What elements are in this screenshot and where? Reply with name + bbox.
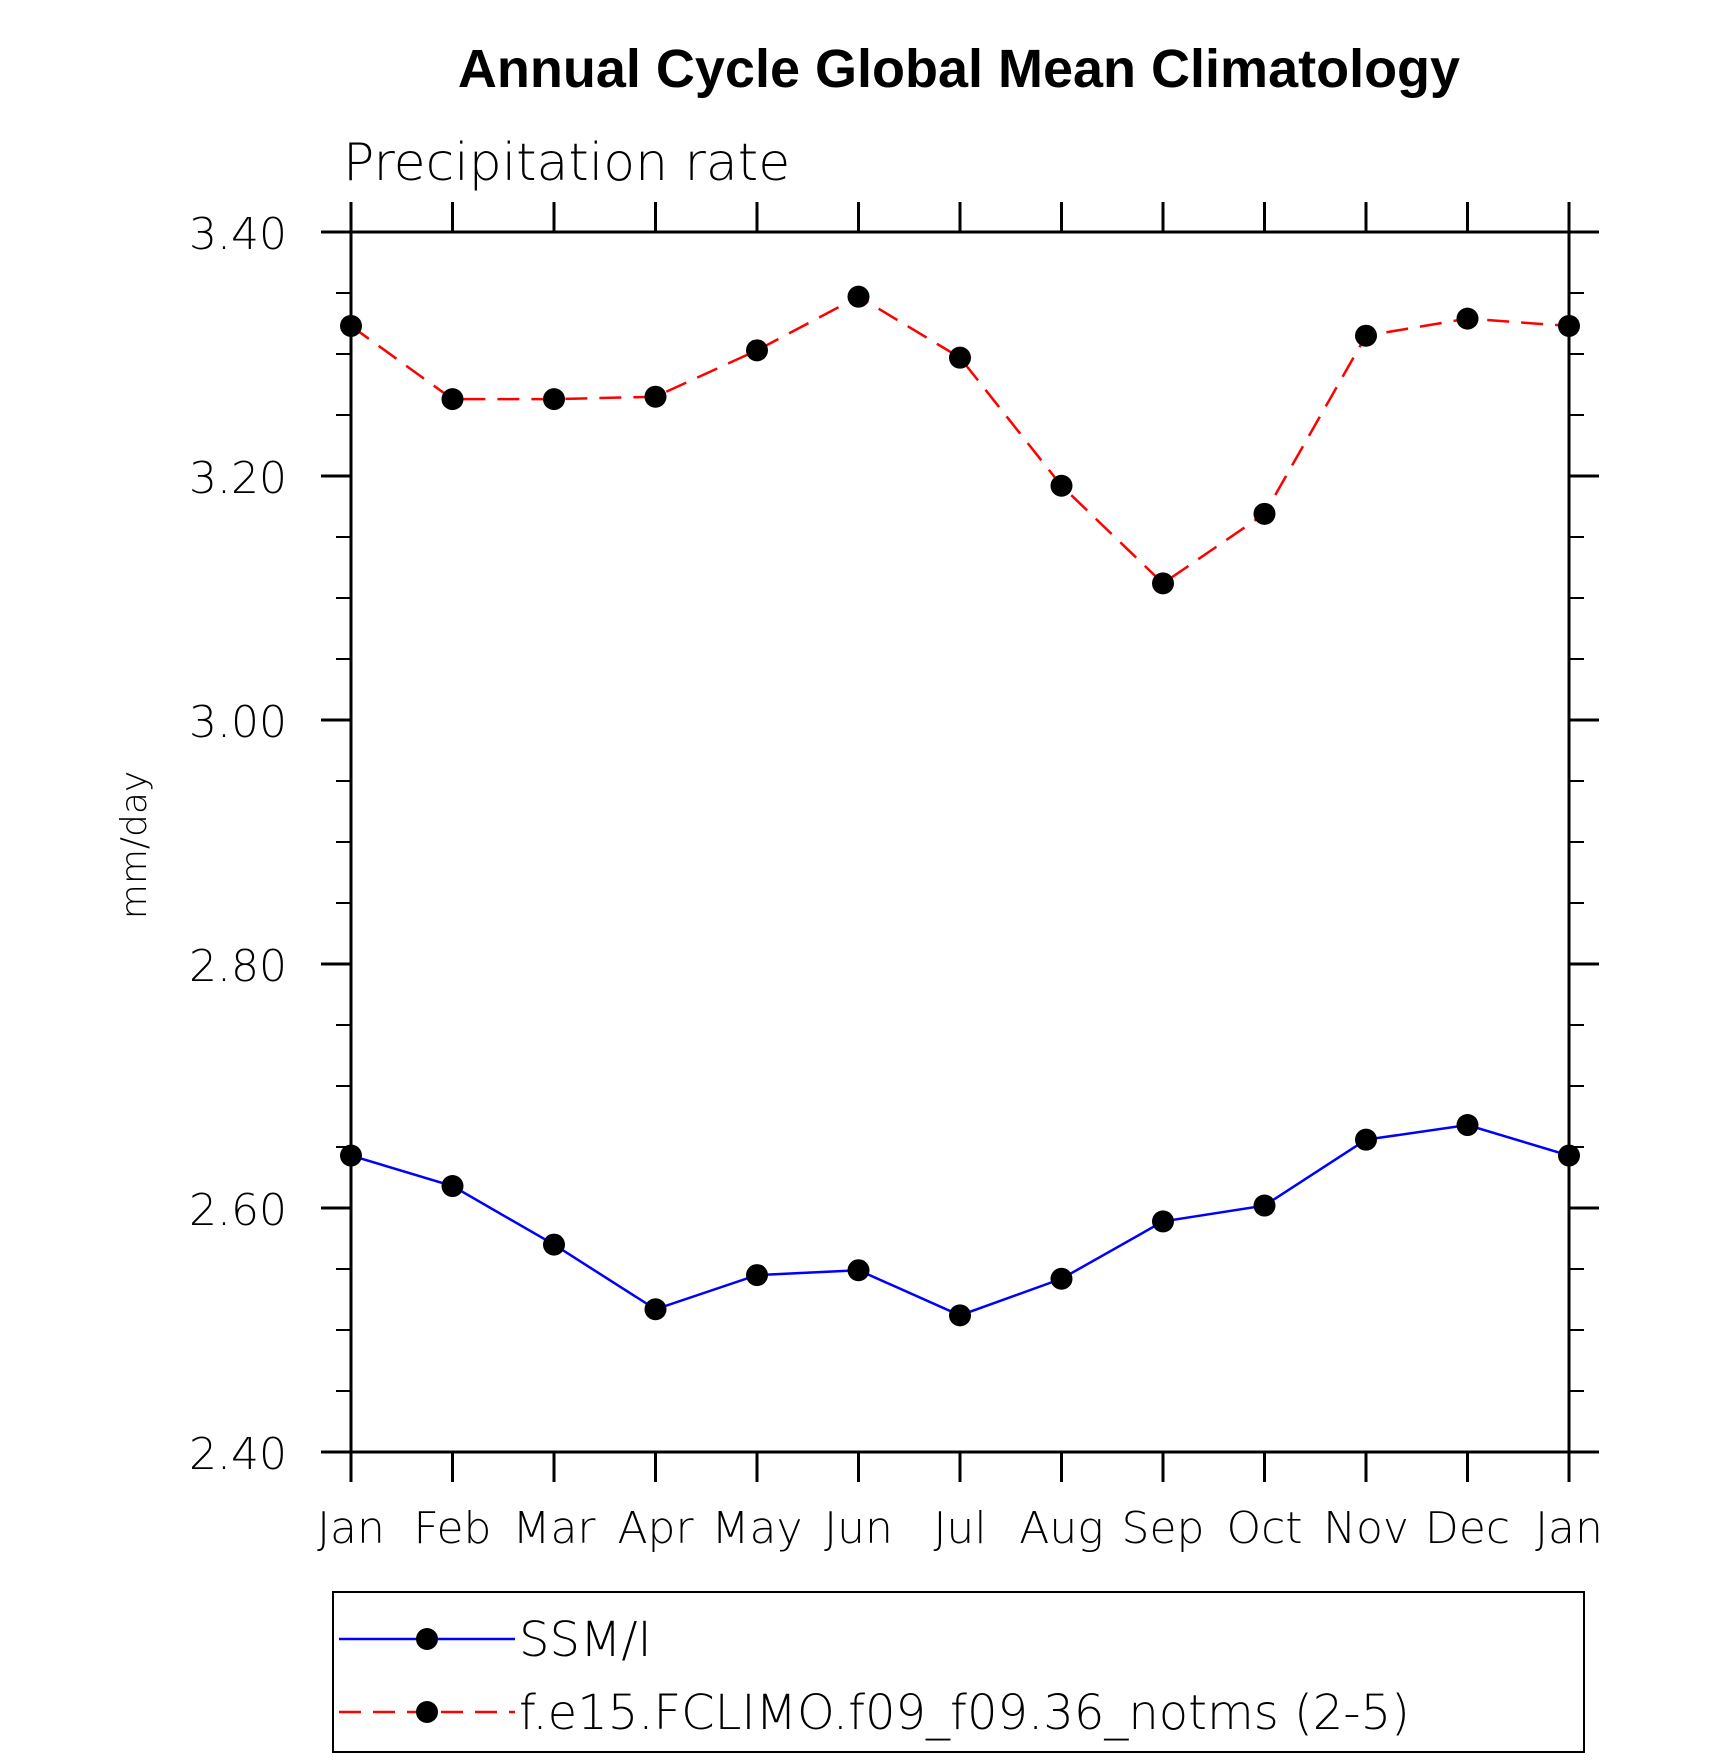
- x-tick-label: Sep: [1122, 1503, 1205, 1554]
- data-point: [949, 1304, 971, 1327]
- chart-subtitle: Precipitation rate: [343, 133, 790, 193]
- data-point: [1152, 572, 1174, 595]
- x-tick-label: Jun: [824, 1503, 893, 1554]
- data-point: [1355, 1128, 1377, 1151]
- x-tick-label: Aug: [1019, 1503, 1103, 1554]
- series-layer: [340, 285, 1580, 1327]
- y-tick-label: 3.20: [189, 453, 287, 504]
- x-tick-label: Jul: [933, 1503, 986, 1554]
- data-point: [1050, 474, 1073, 497]
- data-point: [1456, 1114, 1479, 1137]
- x-tick-label: Jan: [1535, 1503, 1603, 1554]
- legend-marker-0: [416, 1628, 438, 1650]
- data-point: [1152, 1210, 1174, 1233]
- x-tick-label: Feb: [414, 1503, 492, 1554]
- data-point: [1355, 324, 1377, 347]
- data-point: [340, 314, 362, 337]
- legend-marker-1: [416, 1701, 438, 1723]
- data-point: [847, 1259, 870, 1282]
- data-point: [847, 285, 870, 308]
- series-line-1: [350, 295, 1570, 585]
- data-point: [1050, 1267, 1073, 1290]
- series-line-0: [350, 1123, 1570, 1317]
- data-point: [1558, 1144, 1580, 1167]
- data-point: [1456, 307, 1479, 330]
- data-point: [1558, 314, 1580, 337]
- legend-label-1: f.e15.FCLIMO.f09_f09.36_notms (2-5): [519, 1685, 1410, 1741]
- data-point: [949, 346, 971, 369]
- legend-label-0: SSM/I: [519, 1612, 652, 1668]
- legend: SSM/I f.e15.FCLIMO.f09_f09.36_notms (2-5): [339, 1612, 1410, 1741]
- x-tick-label: Oct: [1226, 1503, 1302, 1554]
- data-point: [746, 1264, 768, 1287]
- y-tick-label: 2.80: [189, 941, 287, 992]
- data-point: [1253, 502, 1276, 525]
- y-tick-label: 2.60: [189, 1185, 287, 1236]
- x-tick-label: Dec: [1425, 1503, 1510, 1554]
- chart-title: Annual Cycle Global Mean Climatology: [458, 39, 1460, 99]
- data-point: [644, 1298, 667, 1321]
- x-tick-label: Nov: [1323, 1503, 1409, 1554]
- data-point: [441, 388, 464, 411]
- data-point: [1253, 1194, 1276, 1217]
- data-point: [746, 339, 768, 362]
- axes: Jan Feb Mar Apr May Jun Jul Aug Sep Oct Nov Dec Jan 2…: [189, 202, 1603, 1554]
- data-point: [644, 385, 667, 408]
- y-tick-label: 3.40: [189, 209, 287, 260]
- x-tick-label: Jan: [317, 1503, 385, 1554]
- y-axis-label: mm/day: [114, 771, 155, 919]
- data-point: [543, 1233, 565, 1256]
- x-tick-label: Mar: [512, 1503, 596, 1554]
- data-point: [441, 1175, 464, 1198]
- y-tick-label: 2.40: [189, 1429, 287, 1480]
- x-tick-label: May: [712, 1503, 803, 1554]
- y-tick-label: 3.00: [189, 697, 287, 748]
- data-point: [543, 388, 565, 411]
- data-point: [340, 1144, 362, 1167]
- legend-box: [332, 1591, 1585, 1753]
- x-tick-label: Apr: [617, 1503, 694, 1554]
